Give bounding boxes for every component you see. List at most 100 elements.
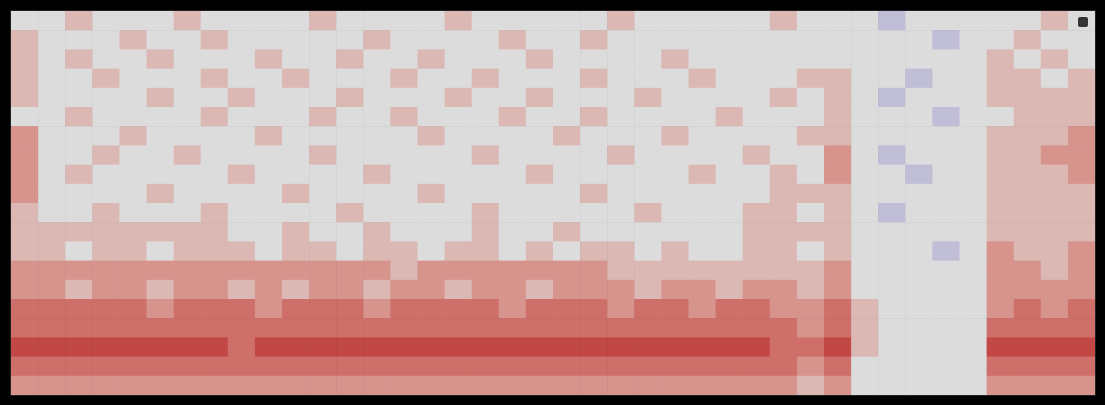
heatmap-cell: [499, 318, 527, 338]
heatmap-cell: [878, 30, 906, 50]
heatmap-cell: [797, 30, 825, 50]
heatmap-cell: [309, 145, 337, 165]
heatmap-cell: [607, 145, 635, 165]
heatmap-cell: [309, 376, 337, 395]
heatmap-cell: [851, 241, 879, 261]
heatmap-cell: [878, 88, 906, 108]
heatmap-cell: [336, 376, 364, 395]
heatmap-cell: [336, 337, 364, 357]
heatmap-cell: [119, 357, 147, 377]
heatmap-cell: [960, 337, 988, 357]
heatmap-cell: [878, 299, 906, 319]
heatmap-cell: [1068, 357, 1095, 377]
heatmap-cell: [38, 88, 66, 108]
heatmap-cell: [38, 203, 66, 223]
heatmap-cell: [932, 280, 960, 300]
heatmap-cell: [418, 222, 446, 242]
heatmap-cell: [228, 49, 256, 69]
heatmap-cell: [390, 184, 418, 204]
heatmap-cell: [960, 11, 988, 31]
heatmap-cell: [960, 145, 988, 165]
heatmap-cell: [445, 357, 473, 377]
heatmap-cell: [607, 337, 635, 357]
heatmap-cell: [65, 69, 93, 89]
heatmap-cell: [770, 280, 798, 300]
heatmap-cell: [390, 145, 418, 165]
heatmap-cell: [92, 49, 120, 69]
heatmap-cell: [499, 69, 527, 89]
heatmap-cell: [851, 357, 879, 377]
heatmap-cell: [607, 165, 635, 185]
heatmap-cell: [418, 280, 446, 300]
heatmap-cell: [282, 241, 310, 261]
heatmap-cell: [336, 69, 364, 89]
heatmap-cell: [797, 222, 825, 242]
heatmap-cell: [743, 203, 771, 223]
heatmap-cell: [960, 184, 988, 204]
heatmap-cell: [634, 261, 662, 281]
heatmap-cell: [607, 318, 635, 338]
heatmap-cell: [716, 30, 744, 50]
heatmap-cell: [445, 376, 473, 395]
heatmap-cell: [11, 337, 39, 357]
heatmap-cell: [390, 49, 418, 69]
heatmap-cell: [580, 69, 608, 89]
heatmap-cell: [960, 30, 988, 50]
heatmap-cell: [661, 88, 689, 108]
heatmap-cell: [878, 376, 906, 395]
heatmap-cell: [661, 241, 689, 261]
heatmap-cell: [390, 357, 418, 377]
heatmap-cell: [147, 261, 175, 281]
heatmap-cell: [905, 165, 933, 185]
heatmap-cell: [716, 126, 744, 146]
heatmap-cell: [65, 126, 93, 146]
heatmap-cell: [580, 11, 608, 31]
heatmap-cell: [92, 241, 120, 261]
heatmap-cell: [363, 357, 391, 377]
heatmap-cell: [11, 11, 39, 31]
heatmap-cell: [905, 261, 933, 281]
heatmap-cell: [797, 49, 825, 69]
heatmap-cell: [1068, 126, 1095, 146]
heatmap-cell: [607, 49, 635, 69]
heatmap-cell: [309, 126, 337, 146]
heatmap-cell: [553, 337, 581, 357]
heatmap-cell: [1041, 357, 1069, 377]
heatmap-cell: [147, 88, 175, 108]
heatmap-cell: [526, 222, 554, 242]
heatmap-cell: [445, 318, 473, 338]
heatmap-cell: [92, 280, 120, 300]
heatmap-cell: [201, 165, 229, 185]
heatmap-cell: [1014, 11, 1042, 31]
heatmap-cell: [38, 222, 66, 242]
heatmap-cell: [1041, 184, 1069, 204]
heatmap-cell: [309, 88, 337, 108]
heatmap-cell: [1014, 49, 1042, 69]
heatmap-cell: [634, 30, 662, 50]
heatmap-cell: [1041, 11, 1069, 31]
heatmap-cell: [824, 126, 852, 146]
heatmap-cell: [689, 184, 717, 204]
heatmap-cell: [255, 107, 283, 127]
heatmap-cell: [553, 280, 581, 300]
heatmap-cell: [526, 107, 554, 127]
heatmap-cell: [553, 241, 581, 261]
heatmap-cell: [878, 203, 906, 223]
heatmap-cell: [282, 30, 310, 50]
heatmap-cell: [201, 357, 229, 377]
heatmap-cell: [11, 126, 39, 146]
heatmap-cell: [580, 222, 608, 242]
heatmap-cell: [851, 203, 879, 223]
heatmap-cell: [932, 376, 960, 395]
heatmap-cell: [770, 222, 798, 242]
heatmap-cell: [689, 69, 717, 89]
heatmap-cell: [960, 165, 988, 185]
heatmap-cell: [38, 357, 66, 377]
heatmap-cell: [526, 261, 554, 281]
heatmap-cell: [119, 11, 147, 31]
heatmap-cell: [418, 184, 446, 204]
heatmap-cell: [336, 126, 364, 146]
heatmap-cell: [92, 203, 120, 223]
heatmap-cell: [390, 165, 418, 185]
heatmap-cell: [255, 261, 283, 281]
